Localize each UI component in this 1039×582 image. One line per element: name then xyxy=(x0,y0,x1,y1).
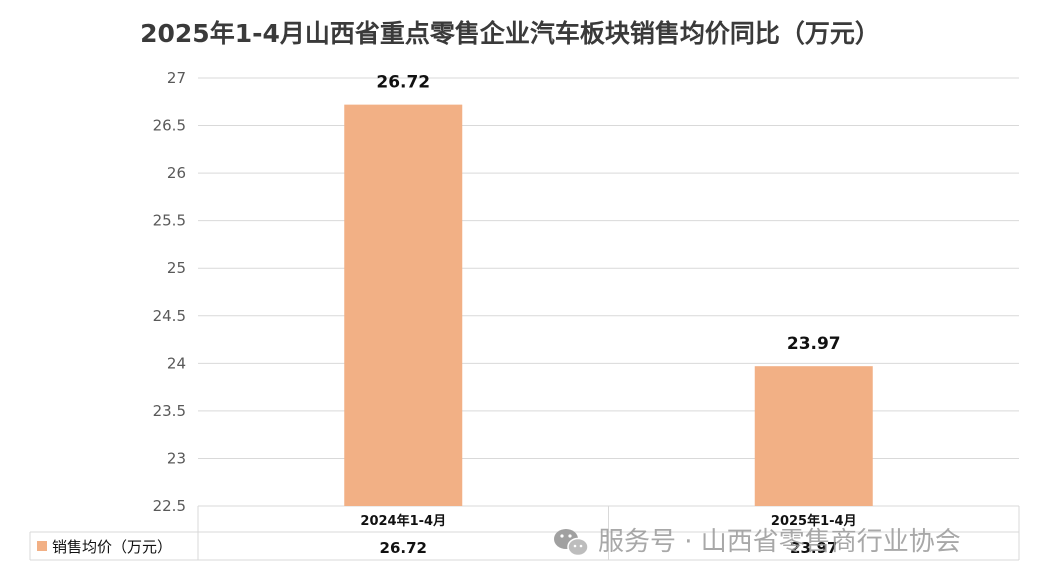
y-axis-ticks: 22.5 23 23.5 24 24.5 25 25.5 26 26.5 27 xyxy=(153,69,186,515)
bars xyxy=(344,104,873,507)
bar xyxy=(344,104,463,507)
chart-title: 2025年1-4月山西省重点零售企业汽车板块销售均价同比（万元） xyxy=(140,19,880,48)
data-label: 23.97 xyxy=(787,334,841,354)
y-tick-label: 26.5 xyxy=(153,117,186,135)
legend-swatch xyxy=(37,541,47,551)
table-value: 26.72 xyxy=(380,539,427,557)
y-tick-label: 24 xyxy=(167,354,186,372)
y-tick-label: 23 xyxy=(167,449,186,467)
data-label: 26.72 xyxy=(376,73,430,93)
x-category-label: 2025年1-4月 xyxy=(771,513,857,529)
data-labels: 26.72 23.97 xyxy=(376,73,840,355)
y-tick-label: 27 xyxy=(167,69,186,87)
y-tick-label: 25.5 xyxy=(153,212,186,230)
watermark: 服务号 · 山西省零售商行业协会 xyxy=(554,527,961,557)
y-tick-label: 25 xyxy=(167,259,186,277)
y-tick-label: 24.5 xyxy=(153,307,186,325)
y-tick-label: 22.5 xyxy=(153,497,186,515)
bar xyxy=(754,366,873,506)
wechat-icon xyxy=(554,529,589,557)
table-value: 23.97 xyxy=(790,539,837,557)
grid-lines xyxy=(198,77,1019,507)
legend-label: 销售均价（万元） xyxy=(52,538,172,556)
y-tick-label: 26 xyxy=(167,164,186,182)
data-table: 销售均价（万元） 2024年1-4月 26.72 2025年1-4月 23.97 xyxy=(29,506,1020,561)
watermark-text: 服务号 · 山西省零售商行业协会 xyxy=(598,527,961,557)
y-tick-label: 23.5 xyxy=(153,402,186,420)
x-category-label: 2024年1-4月 xyxy=(360,513,446,529)
